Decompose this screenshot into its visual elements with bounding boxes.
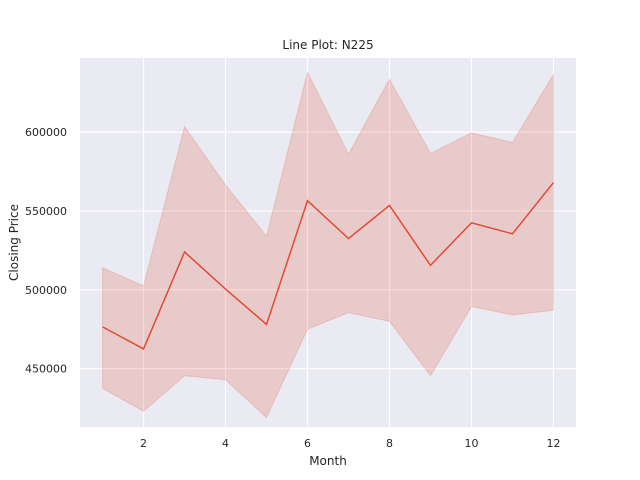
y-axis-label: Closing Price [7, 204, 21, 281]
y-tick-label: 550000 [25, 205, 67, 218]
y-axis-ticks: 450000 500000 550000 600000 [25, 126, 67, 376]
x-tick-label: 6 [304, 437, 311, 450]
x-axis-label: Month [309, 454, 347, 468]
x-tick-label: 10 [464, 437, 478, 450]
series-line-0 [102, 182, 555, 350]
y-tick-label: 600000 [25, 126, 67, 139]
y-tick-label: 500000 [25, 284, 67, 297]
y-tick-label: 450000 [25, 363, 67, 376]
x-tick-label: 12 [546, 437, 560, 450]
confidence-band [102, 70, 554, 419]
series-lines [102, 182, 555, 350]
x-tick-label: 8 [386, 437, 393, 450]
grid-lines [80, 58, 576, 427]
chart-title: Line Plot: N225 [282, 38, 373, 52]
plot-background [80, 58, 576, 427]
x-tick-label: 4 [222, 437, 229, 450]
x-tick-label: 2 [140, 437, 147, 450]
x-axis-ticks: 2 4 6 8 10 12 [140, 437, 560, 450]
ci-band-0 [102, 70, 554, 419]
